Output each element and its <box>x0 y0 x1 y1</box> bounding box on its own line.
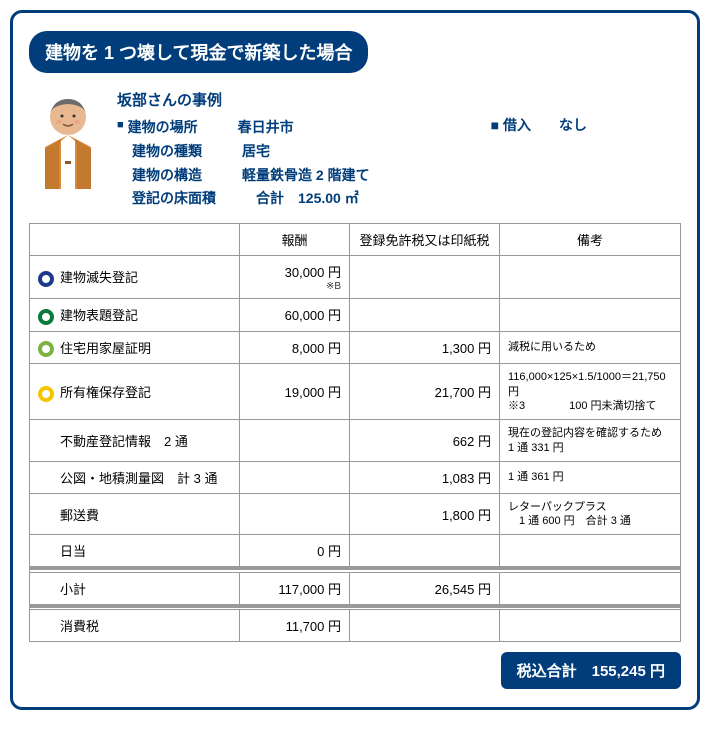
col-remarks: 備考 <box>500 224 681 256</box>
col-tax: 登録免許税又は印紙税 <box>350 224 500 256</box>
tax-row: 消費税 11,700 円 <box>30 610 681 642</box>
loan-info: ■ 借入 なし <box>491 115 587 135</box>
table-row: 建物滅失登記30,000 円※B <box>30 256 681 299</box>
case-info: 坂部さんの事例 ■建物の場所春日井市 建物の種類居宅 建物の構造軽量鉄骨造 2 … <box>107 89 681 211</box>
case-section: 坂部さんの事例 ■建物の場所春日井市 建物の種類居宅 建物の構造軽量鉄骨造 2 … <box>29 89 681 211</box>
case-name: 坂部さんの事例 <box>117 89 681 110</box>
document-frame: 建物を 1 つ壊して現金で新築した場合 坂部さんの事例 ■建物の場所春日井市 建… <box>10 10 700 710</box>
title-bar: 建物を 1 つ壊して現金で新築した場合 <box>29 31 368 73</box>
col-item <box>30 224 240 256</box>
col-fee: 報酬 <box>240 224 350 256</box>
avatar <box>29 89 107 211</box>
table-row: 日当0 円 <box>30 535 681 569</box>
subtotal-row: 小計 117,000 円 26,545 円 <box>30 572 681 606</box>
table-row: 建物表題登記60,000 円 <box>30 299 681 332</box>
table-row: 所有権保存登記19,000 円21,700 円116,000×125×1.5/1… <box>30 364 681 420</box>
table-row: 不動産登記情報 2 通662 円現在の登記内容を確認するため1 通 331 円 <box>30 420 681 462</box>
table-row: 住宅用家屋証明8,000 円1,300 円減税に用いるため <box>30 331 681 364</box>
total-box: 税込合計 155,245 円 <box>501 652 681 689</box>
table-row: 郵送費1,800 円レターパックプラス 1 通 600 円 合計 3 通 <box>30 493 681 535</box>
fee-table: 報酬 登録免許税又は印紙税 備考 建物滅失登記30,000 円※B建物表題登記6… <box>29 223 681 642</box>
table-row: 公図・地積測量図 計 3 通1,083 円1 通 361 円 <box>30 461 681 493</box>
